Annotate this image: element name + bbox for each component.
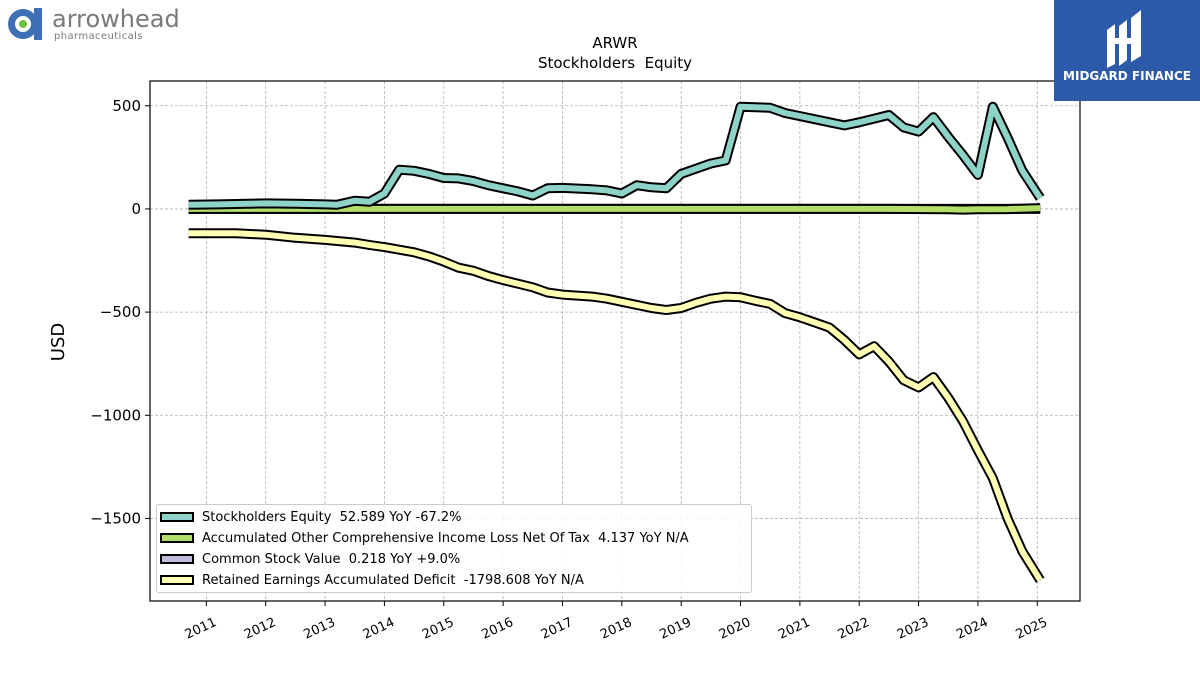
x-tick-label: 2021 [776,615,812,643]
legend-swatch [160,533,194,543]
legend: Stockholders Equity 52.589 YoY -67.2% Ac… [156,504,752,593]
legend-label: Common Stock Value 0.218 YoY +9.0% [202,551,461,567]
series-lines [188,101,1045,583]
x-tick-label: 2023 [895,615,931,643]
legend-label: Stockholders Equity 52.589 YoY -67.2% [202,509,462,525]
x-tick-label: 2015 [420,615,456,643]
midgard-name: MIDGARD FINANCE [1063,69,1191,83]
y-axis-label: USD [48,323,69,361]
company-logo: arrowhead pharmaceuticals [6,4,196,44]
plot-frame [149,80,1081,602]
grid [150,81,1080,601]
y-tick-label: 0 [131,200,141,218]
x-tick-label: 2024 [954,615,990,643]
x-tick-label: 2017 [539,615,575,643]
x-tick-label: 2016 [479,615,515,643]
chart-subtitle: Stockholders Equity [538,54,692,72]
legend-item: Accumulated Other Comprehensive Income L… [160,528,689,548]
x-tick-label: 2019 [658,615,694,643]
x-tick-label: 2012 [242,615,278,643]
y-tick-label: −500 [100,303,141,321]
series-line [188,205,1041,213]
series-line [188,103,1043,208]
x-tick-label: 2014 [361,615,397,643]
x-tick-label: 2020 [717,615,753,643]
x-tick-label: 2011 [183,615,219,643]
legend-item: Stockholders Equity 52.589 YoY -67.2% [160,507,462,527]
arrowhead-logo-icon [8,8,42,40]
series-line [188,230,1043,582]
x-tick-label: 2022 [836,615,872,643]
y-tick-label: 500 [112,97,141,115]
y-tick-label: −1000 [90,406,141,424]
legend-swatch [160,512,194,522]
x-tick-label: 2018 [598,615,634,643]
legend-item: Retained Earnings Accumulated Deficit -1… [160,570,584,590]
legend-swatch [160,554,194,564]
midgard-finance-logo: MIDGARD FINANCE [1054,0,1200,101]
legend-label: Retained Earnings Accumulated Deficit -1… [202,572,584,588]
chart-title: ARWR [592,34,637,52]
company-name: arrowhead [52,5,180,33]
legend-item: Common Stock Value 0.218 YoY +9.0% [160,549,460,569]
legend-label: Accumulated Other Comprehensive Income L… [202,530,689,546]
company-subtitle: pharmaceuticals [54,31,143,42]
x-tick-label: 2013 [301,615,337,643]
x-tick-label: 2025 [1014,615,1050,643]
midgard-mark-icon [1107,10,1141,68]
legend-swatch [160,575,194,585]
y-tick-label: −1500 [90,509,141,527]
